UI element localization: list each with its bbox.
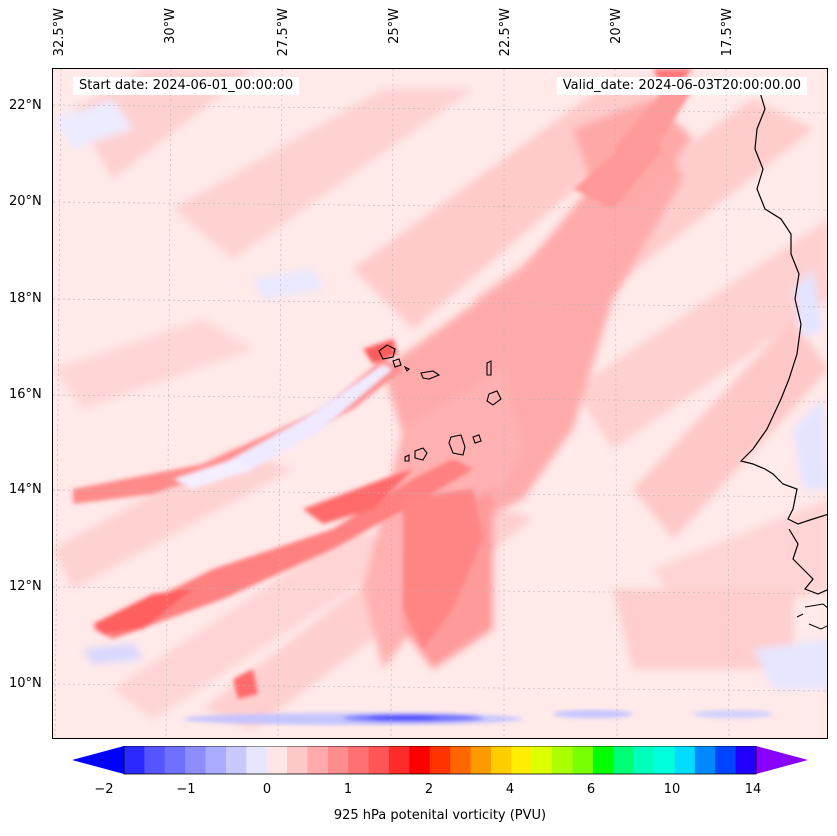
island-sao-vicente [392,358,402,368]
colorbar-tick-1: 1 [343,782,353,797]
lat-label-16n: 16°N [9,387,42,402]
island-boa-vista [486,390,502,406]
pv-pale-streak [173,364,393,489]
island-santa-luzia [403,365,410,372]
colorbar-tick-10: 10 [663,782,681,797]
colorbar-cell [185,746,207,774]
colorbar-cell [735,746,757,774]
lat-label-18n: 18°N [9,291,42,306]
colorbar-cell [613,746,635,774]
colorbar-cell [470,746,492,774]
colorbar-tick-minus2: −2 [94,782,114,797]
colorbar-cell [490,746,512,774]
colorbar-label: 925 hPa potenital vorticity (PVU) [333,808,547,823]
colorbar-cell [674,746,696,774]
colorbar-cell [205,746,227,774]
lon-label-27-5w: 27.5°W [276,8,291,57]
colorbar-cell [348,746,370,774]
island-sao-nicolau [420,370,441,380]
colorbar-cell [592,746,614,774]
colorbar-cell [124,746,145,774]
lat-label-12n: 12°N [9,579,42,594]
island-maio [472,434,482,444]
start-date-label: Start date: 2024-06-01_00:00:00 [73,77,300,95]
colorbar-cell [389,746,410,774]
colorbar-min-arrow [72,746,124,774]
colorbar-cell [409,746,431,774]
pv-negative-patches [53,99,827,689]
colorbar-cell [572,746,594,774]
colorbar-cell [450,746,472,774]
colorbar-cell [511,746,533,774]
pv-bottom-negative-band [183,710,773,725]
colorbar-tick-minus1: −1 [176,782,196,797]
cape-verde-islands [378,344,502,462]
colorbar-cell [307,746,329,774]
lat-label-10n: 10°N [9,676,42,691]
lat-label-14n: 14°N [9,482,42,497]
lon-label-22-5w: 22.5°W [498,8,513,57]
pv-field-map [53,69,827,738]
colorbar-tick-6: 6 [586,782,596,797]
coastline-africa [739,88,827,525]
lon-label-32-5w: 32.5°W [52,8,67,57]
lon-label-30w: 30°W [163,8,178,44]
coastline-guinea-bissau [788,528,827,595]
colorbar-cell [144,746,166,774]
colorbar-cell [552,746,574,774]
colorbar-tick-4: 4 [505,782,515,797]
island-santiago [448,434,466,456]
colorbar-cell [225,746,247,774]
island-sal [486,360,492,376]
colorbar-cells [124,746,757,774]
colorbar-cell [429,746,451,774]
colorbar-cell [633,746,655,774]
colorbar-cell [694,746,716,774]
colorbar [72,746,808,775]
colorbar-cell [327,746,349,774]
map-panel: Start date: 2024-06-01_00:00:00 Valid_da… [52,68,828,739]
colorbar-cell [287,746,308,774]
island-santo-antao [378,344,396,360]
colorbar-max-arrow [756,746,808,774]
valid-date-label: Valid_date: 2024-06-03T20:00:00.00 [556,77,807,95]
colorbar-tick-14: 14 [744,782,762,797]
lat-label-22n: 22°N [9,98,42,113]
lat-label-20n: 20°N [9,194,42,209]
colorbar-cell [246,746,268,774]
graticule [53,69,827,738]
colorbar-tick-2: 2 [424,782,434,797]
colorbar-tick-0: 0 [262,782,272,797]
colorbar-cell [266,746,288,774]
island-fogo [414,447,428,461]
lon-label-25w: 25°W [387,8,402,44]
lon-label-17-5w: 17.5°W [720,8,735,57]
colorbar-cell [654,746,675,774]
colorbar-cell [531,746,553,774]
colorbar-cell [164,746,186,774]
colorbar-cell [715,746,737,774]
colorbar-cell [368,746,390,774]
lon-label-20w: 20°W [609,8,624,44]
coastline-bijagos [796,603,827,630]
island-brava [404,454,410,462]
